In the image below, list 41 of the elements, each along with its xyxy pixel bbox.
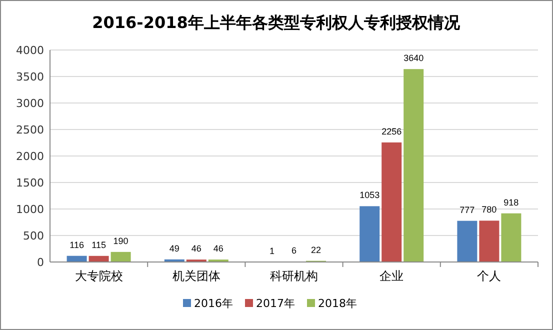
- bar: [382, 142, 402, 262]
- y-tick-label: 4000: [16, 44, 44, 57]
- x-tick-label: 大专院校: [74, 269, 123, 283]
- data-label: 1: [269, 246, 275, 256]
- bar: [479, 220, 500, 262]
- x-tick-label: 个人: [477, 269, 502, 283]
- bar: [110, 252, 131, 262]
- data-label: 918: [504, 197, 519, 208]
- data-label: 777: [460, 204, 475, 215]
- bar: [457, 220, 478, 262]
- y-tick-label: 0: [37, 256, 44, 269]
- legend-label: 2017年: [256, 297, 295, 310]
- legend-label: 2016年: [194, 297, 233, 310]
- data-label: 49: [169, 243, 180, 254]
- x-tick-label: 机关团体: [172, 269, 220, 283]
- data-label: 3640: [404, 53, 424, 64]
- data-label: 190: [113, 236, 128, 246]
- data-label: 115: [92, 240, 106, 250]
- data-label: 116: [70, 240, 84, 250]
- legend-label: 2018年: [318, 297, 357, 310]
- x-tick-label: 科研机构: [270, 269, 318, 283]
- bar: [88, 256, 109, 262]
- chart-title: 2016-2018年上半年各类型专利权人专利授权情况: [92, 13, 461, 32]
- data-label: 780: [482, 204, 497, 215]
- data-label: 6: [291, 246, 297, 256]
- data-label: 2256: [382, 126, 402, 136]
- y-tick-label: 500: [23, 230, 44, 242]
- y-tick-label: 1000: [16, 203, 44, 216]
- data-label: 1053: [360, 190, 380, 200]
- data-label: 46: [191, 244, 202, 254]
- bar: [404, 69, 424, 262]
- y-tick-label: 2500: [16, 124, 44, 136]
- x-tick-label: 企业: [380, 269, 404, 283]
- bar: [501, 213, 522, 262]
- bar: [360, 206, 380, 262]
- y-tick-label: 3000: [16, 97, 44, 110]
- data-label: 46: [213, 244, 224, 254]
- data-label: 22: [310, 244, 322, 255]
- y-tick-label: 3500: [16, 70, 44, 84]
- y-tick-label: 2000: [16, 150, 44, 163]
- y-tick-label: 1500: [16, 176, 44, 190]
